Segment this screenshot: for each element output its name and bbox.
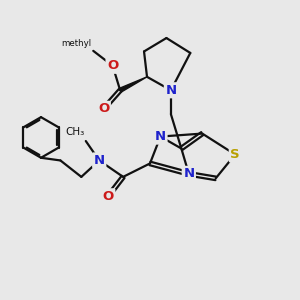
Text: N: N [183, 167, 194, 180]
Text: N: N [94, 154, 105, 167]
Polygon shape [119, 77, 147, 92]
Text: S: S [230, 148, 240, 161]
Text: N: N [155, 130, 166, 143]
Text: CH₃: CH₃ [65, 128, 84, 137]
Text: O: O [107, 59, 118, 72]
Text: O: O [98, 102, 109, 115]
Text: methyl: methyl [61, 39, 91, 48]
Text: N: N [165, 84, 176, 97]
Text: O: O [103, 190, 114, 203]
